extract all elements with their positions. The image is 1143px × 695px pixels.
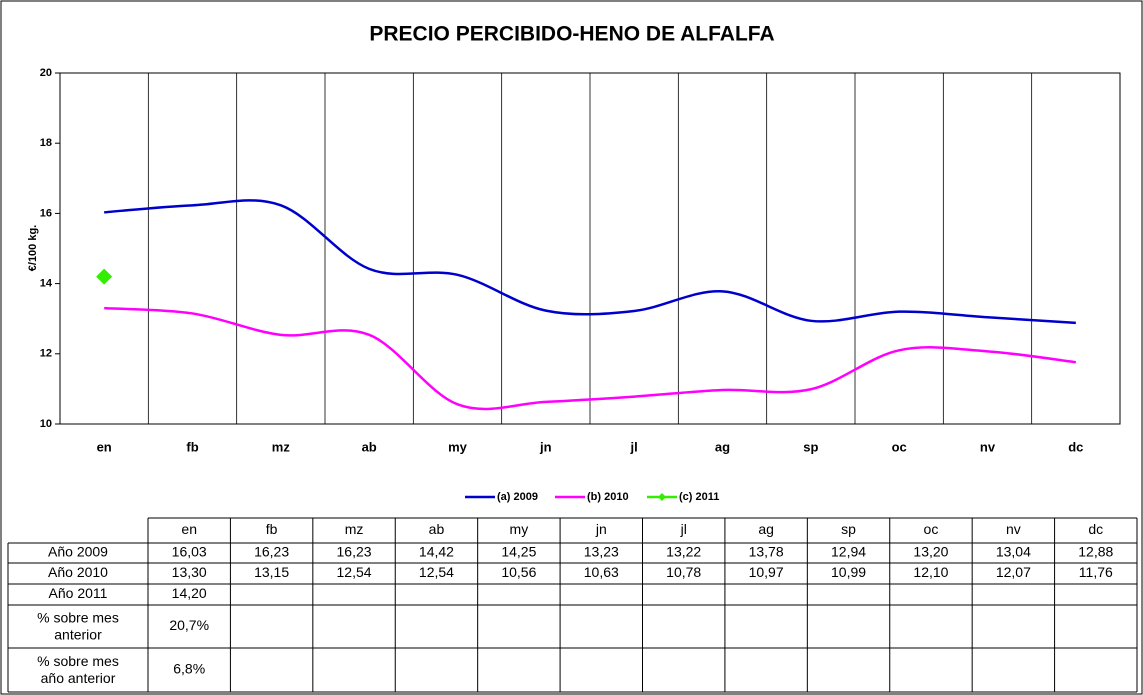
table-cell: 16,23 [254,544,289,560]
x-tick-label: jn [539,439,552,454]
series-line [104,306,1076,411]
table-cell: 12,07 [996,564,1031,580]
table-header: mz [345,521,364,537]
table-cell: 16,23 [337,544,372,560]
table-cell: 14,25 [501,544,536,560]
y-tick-label: 14 [40,278,53,290]
x-tick-label: fb [186,439,198,454]
x-tick-label: mz [272,439,291,454]
table-header: oc [924,521,939,537]
series-line [104,199,1076,325]
y-axis-label: €/100 kg. [27,225,39,271]
table-cell: 13,22 [666,544,701,560]
table-cell: 10,56 [501,564,536,580]
x-tick-label: dc [1068,439,1083,454]
x-tick-label: ag [715,439,730,454]
table-header: ag [758,521,774,537]
table-cell: 12,10 [913,564,948,580]
table-cell: 14,42 [419,544,454,560]
table-header: dc [1088,521,1103,537]
table-cell: 6,8% [173,661,205,677]
y-tick-label: 12 [40,348,52,360]
table-row-label: Año 2009 [48,544,108,560]
table-cell: 13,15 [254,564,289,580]
legend-label: (c) 2011 [679,491,719,503]
table-header: fb [266,521,278,537]
table-cell: 12,94 [831,544,866,560]
table-cell: 10,78 [666,564,701,580]
y-tick-label: 18 [40,137,52,149]
table-row-label: Año 2011 [49,585,108,601]
table-header: sp [841,521,856,537]
x-tick-label: sp [803,439,818,454]
y-tick-label: 16 [40,207,52,219]
table-cell: 12,88 [1078,544,1113,560]
table-row-label: Año 2010 [48,564,108,580]
table-header: jl [680,521,687,537]
table-row-label: % sobre mes anterior [37,609,119,642]
y-tick-label: 10 [40,418,52,430]
table-header: nv [1006,521,1021,537]
table-header: jn [595,521,607,537]
x-tick-label: en [97,439,112,454]
table-cell: 10,63 [584,564,619,580]
table-cell: 10,99 [831,564,866,580]
table-cell: 13,04 [996,544,1031,560]
chart-title: PRECIO PERCIBIDO-HENO DE ALFALFA [369,23,774,46]
table-cell: 13,20 [913,544,948,560]
table-cell: 13,30 [172,564,207,580]
legend-label: (a) 2009 [497,491,538,503]
table-header: my [510,521,529,537]
table-cell: 10,97 [749,564,784,580]
x-tick-label: my [448,439,468,454]
table-cell: 14,20 [172,585,207,601]
table-header: ab [429,521,445,537]
y-tick-label: 20 [40,67,52,79]
series-marker [96,268,113,285]
x-tick-label: jl [630,439,638,454]
x-tick-label: oc [892,439,907,454]
table-cell: 16,03 [172,544,207,560]
table-cell: 11,76 [1079,564,1113,580]
table-cell: 20,7% [169,617,209,633]
x-tick-label: ab [362,439,377,454]
legend-label: (b) 2010 [587,491,629,503]
table-cell: 12,54 [419,564,454,580]
table-cell: 13,78 [749,544,784,560]
legend-marker [658,493,666,501]
table-header: en [181,521,197,537]
x-tick-label: nv [980,439,996,454]
table-cell: 13,23 [584,544,619,560]
table-row-label: % sobre mes año anterior [37,653,119,686]
table-cell: 12,54 [337,564,372,580]
